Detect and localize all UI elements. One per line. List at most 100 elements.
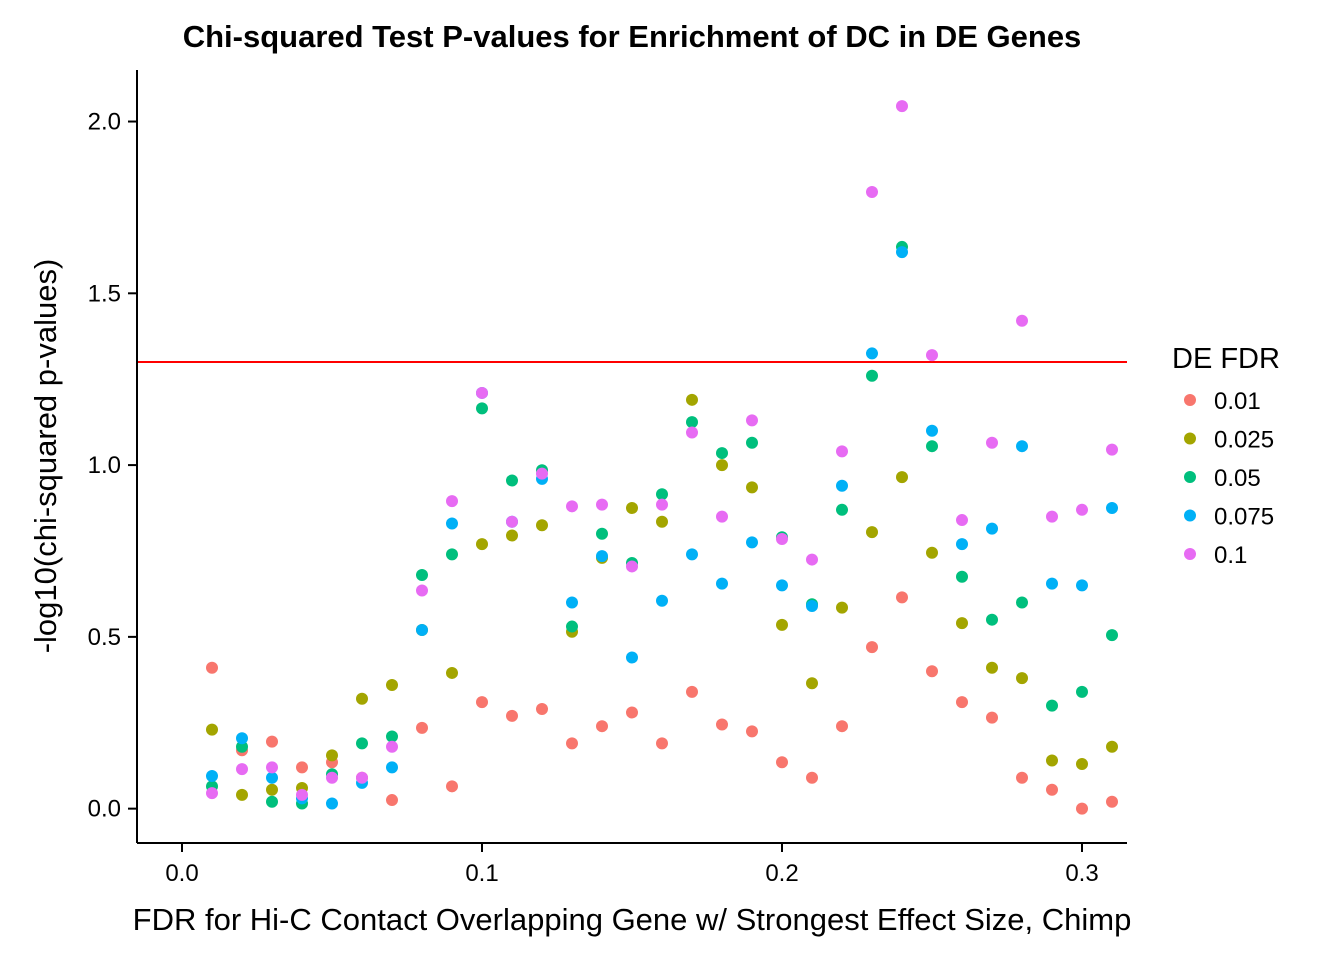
y-axis-ticks: 0.0 0.5 1.0 1.5 2.0 (88, 109, 137, 823)
data-point (566, 620, 578, 633)
data-point (716, 718, 728, 731)
data-point (686, 393, 698, 406)
data-point (476, 402, 488, 415)
data-point (806, 771, 818, 784)
data-point (866, 526, 878, 539)
data-point (476, 696, 488, 709)
data-point (1106, 795, 1118, 808)
data-point (1046, 783, 1058, 796)
series-0.01 (206, 591, 1118, 815)
data-point (296, 761, 308, 774)
x-tick-label: 0.2 (765, 860, 798, 887)
data-point (1016, 771, 1028, 784)
data-point (896, 591, 908, 604)
data-point (686, 416, 698, 429)
data-point (806, 553, 818, 566)
data-point (1076, 757, 1088, 770)
series-0.1 (206, 100, 1118, 801)
data-point (446, 495, 458, 508)
data-point (1016, 672, 1028, 685)
data-point (836, 503, 848, 516)
data-point (356, 692, 368, 705)
legend-label: 0.01 (1214, 388, 1261, 415)
data-point (686, 548, 698, 561)
data-point (836, 479, 848, 492)
data-point (1016, 440, 1028, 453)
data-point (626, 651, 638, 664)
data-point (1106, 443, 1118, 456)
data-point (1076, 802, 1088, 815)
legend-label: 0.025 (1214, 427, 1274, 454)
data-point (746, 481, 758, 494)
data-point (746, 725, 758, 738)
data-point (596, 550, 608, 563)
data-point (806, 599, 818, 612)
plot-area (137, 100, 1127, 815)
data-point (956, 617, 968, 630)
x-axis-ticks: 0.0 0.1 0.2 0.3 (165, 843, 1099, 887)
legend-label: 0.075 (1214, 504, 1274, 531)
data-point (776, 756, 788, 769)
data-point (656, 498, 668, 511)
data-point (236, 763, 248, 776)
legend-key-0.05 (1184, 471, 1196, 483)
data-point (986, 613, 998, 626)
data-point (926, 546, 938, 559)
data-point (716, 447, 728, 460)
data-point (866, 369, 878, 382)
data-point (566, 500, 578, 513)
data-point (206, 723, 218, 736)
data-point (956, 696, 968, 709)
data-point (1046, 699, 1058, 712)
data-point (776, 618, 788, 631)
data-point (536, 467, 548, 480)
y-tick-label: 0.0 (88, 796, 121, 823)
data-point (1016, 596, 1028, 609)
data-point (506, 515, 518, 528)
data-point (1076, 579, 1088, 592)
data-point (266, 783, 278, 796)
data-point (716, 459, 728, 472)
data-point (326, 749, 338, 762)
data-point (476, 538, 488, 551)
data-point (416, 623, 428, 636)
data-point (956, 514, 968, 527)
data-point (326, 797, 338, 810)
data-point (446, 780, 458, 793)
legend: DE FDR 0.01 0.025 0.05 0.075 0.1 (1172, 343, 1280, 569)
data-point (446, 548, 458, 561)
data-point (926, 424, 938, 437)
data-point (656, 594, 668, 607)
data-point (776, 579, 788, 592)
data-point (506, 474, 518, 487)
data-point (266, 771, 278, 784)
data-point (356, 737, 368, 750)
data-point (716, 510, 728, 523)
data-point (1106, 740, 1118, 753)
data-point (686, 426, 698, 439)
data-point (596, 720, 608, 733)
data-point (896, 100, 908, 113)
data-point (986, 661, 998, 674)
y-tick-label: 0.5 (88, 624, 121, 651)
x-tick-label: 0.1 (465, 860, 498, 887)
data-point (386, 730, 398, 743)
data-point (566, 737, 578, 750)
data-point (236, 788, 248, 801)
data-point (656, 488, 668, 501)
data-point (446, 517, 458, 530)
legend-key-0.075 (1184, 509, 1196, 522)
data-point (266, 795, 278, 808)
data-point (626, 502, 638, 515)
data-point (386, 678, 398, 691)
data-point (746, 536, 758, 549)
data-point (956, 570, 968, 583)
data-point (896, 471, 908, 484)
y-tick-label: 1.0 (88, 452, 121, 479)
data-point (386, 740, 398, 753)
data-point (596, 498, 608, 511)
data-point (206, 787, 218, 800)
data-point (536, 703, 548, 716)
